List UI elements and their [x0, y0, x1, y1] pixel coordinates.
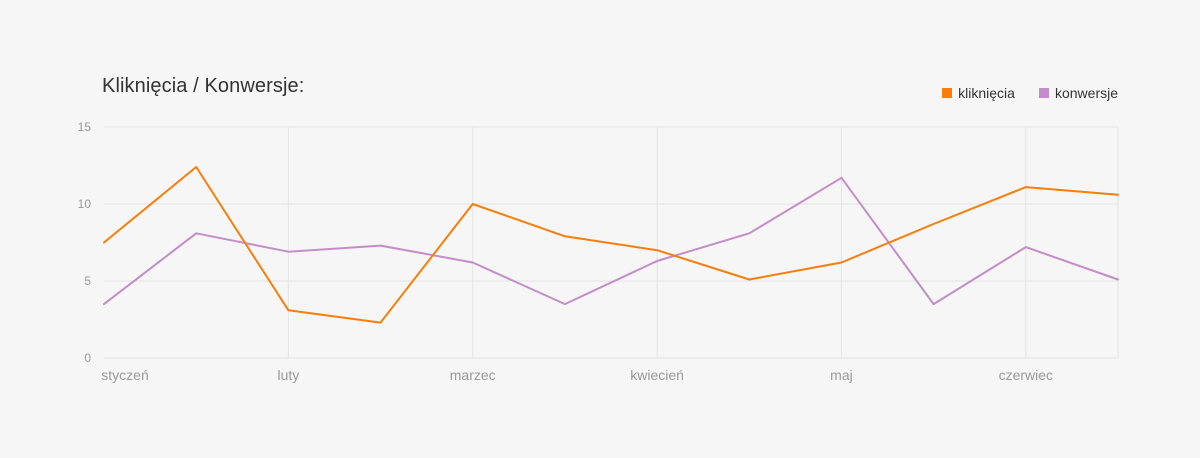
legend-item-klikniecia[interactable]: kliknięcia	[942, 85, 1015, 101]
chart-title: Kliknięcia / Konwersje:	[102, 75, 305, 97]
legend-item-konwersje[interactable]: konwersje	[1038, 85, 1118, 101]
x-tick-label: czerwiec	[999, 367, 1053, 383]
y-tick-label: 10	[78, 197, 92, 211]
y-tick-label: 15	[78, 120, 92, 134]
legend-swatch-konwersje	[1038, 88, 1049, 98]
x-tick-label: kwiecień	[630, 367, 684, 383]
legend-label-konwersje: konwersje	[1054, 85, 1118, 101]
x-tick-label: styczeń	[101, 367, 148, 383]
y-tick-label: 5	[84, 274, 91, 288]
x-tick-label: luty	[277, 367, 299, 383]
y-tick-label: 0	[84, 351, 91, 365]
series-line-klikniecia	[103, 166, 1119, 324]
x-tick-label: marzec	[450, 367, 496, 383]
legend-label-klikniecia: kliknięcia	[958, 85, 1015, 101]
legend-swatch-klikniecia	[942, 88, 953, 98]
legend: kliknięcia konwersje	[942, 85, 1118, 101]
series-line-konwersje	[103, 176, 1119, 306]
x-tick-label: maj	[830, 367, 853, 383]
